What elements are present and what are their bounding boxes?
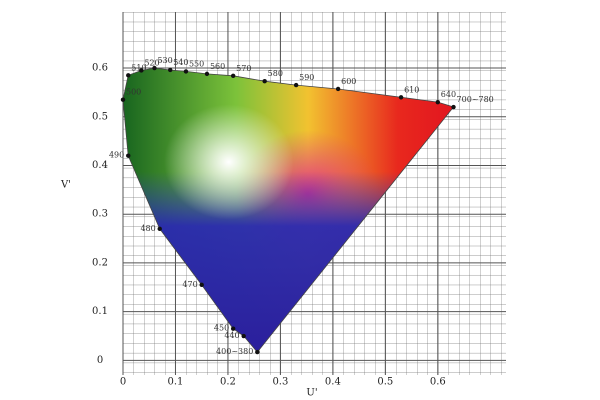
locus-point (126, 73, 131, 78)
point-label: 520 (144, 58, 159, 67)
y-tick-label: 0.1 (92, 306, 108, 317)
x-tick-label: 0.2 (220, 377, 236, 388)
point-label: 540 (173, 58, 188, 67)
point-label: 490 (109, 151, 124, 160)
y-axis-label: V' (60, 180, 71, 191)
locus-point (126, 153, 131, 158)
locus-point (335, 86, 341, 92)
x-tick-label: 0.4 (325, 377, 341, 388)
point-label: 590 (299, 73, 314, 82)
x-tick-label: 0.6 (430, 377, 446, 388)
point-label: 550 (189, 59, 204, 68)
point-label: 600 (341, 77, 356, 86)
y-tick-label: 0.6 (92, 63, 108, 74)
point-label: 570 (236, 64, 251, 73)
locus-point (199, 282, 204, 288)
y-tick-label: 0.5 (92, 111, 108, 122)
locus-point (204, 71, 210, 77)
locus-point (183, 69, 189, 74)
point-label: 400~380 (216, 347, 253, 356)
locus-point (157, 226, 162, 232)
point-label: 610 (404, 85, 419, 94)
y-tick-label: 0.4 (92, 160, 108, 171)
point-label: 440 (224, 331, 239, 340)
locus-point (255, 349, 260, 355)
locus-point (120, 97, 126, 102)
x-tick-label: 0.3 (272, 377, 288, 388)
locus-point (241, 333, 246, 339)
y-tick-label: 0.2 (92, 257, 108, 268)
point-label: 480 (140, 224, 155, 233)
y-tick-label: 0.3 (92, 209, 108, 220)
x-tick-label: 0.5 (377, 377, 393, 388)
locus-point (139, 68, 144, 73)
locus-point (168, 67, 173, 73)
point-label: 470 (182, 280, 197, 289)
locus-point (293, 82, 299, 88)
point-label: 530 (157, 56, 172, 65)
point-label: 580 (268, 69, 283, 78)
x-axis-label: U' (306, 388, 317, 399)
locus-point (152, 65, 157, 71)
y-tick-label: 0 (97, 355, 103, 366)
locus-point (451, 104, 456, 110)
locus-point (230, 326, 236, 331)
point-label: 510 (131, 63, 146, 72)
x-tick-label: 0.1 (168, 377, 184, 388)
point-label: 640 (441, 90, 456, 99)
point-label: 450 (214, 324, 229, 333)
locus-point (230, 73, 236, 79)
locus-point (435, 99, 440, 105)
point-label: 700~780 (457, 95, 494, 104)
point-label: 500 (126, 88, 141, 97)
locus-point (262, 78, 267, 84)
x-tick-label: 0 (120, 377, 126, 388)
point-label: 560 (210, 62, 225, 71)
locus-point (398, 95, 404, 100)
